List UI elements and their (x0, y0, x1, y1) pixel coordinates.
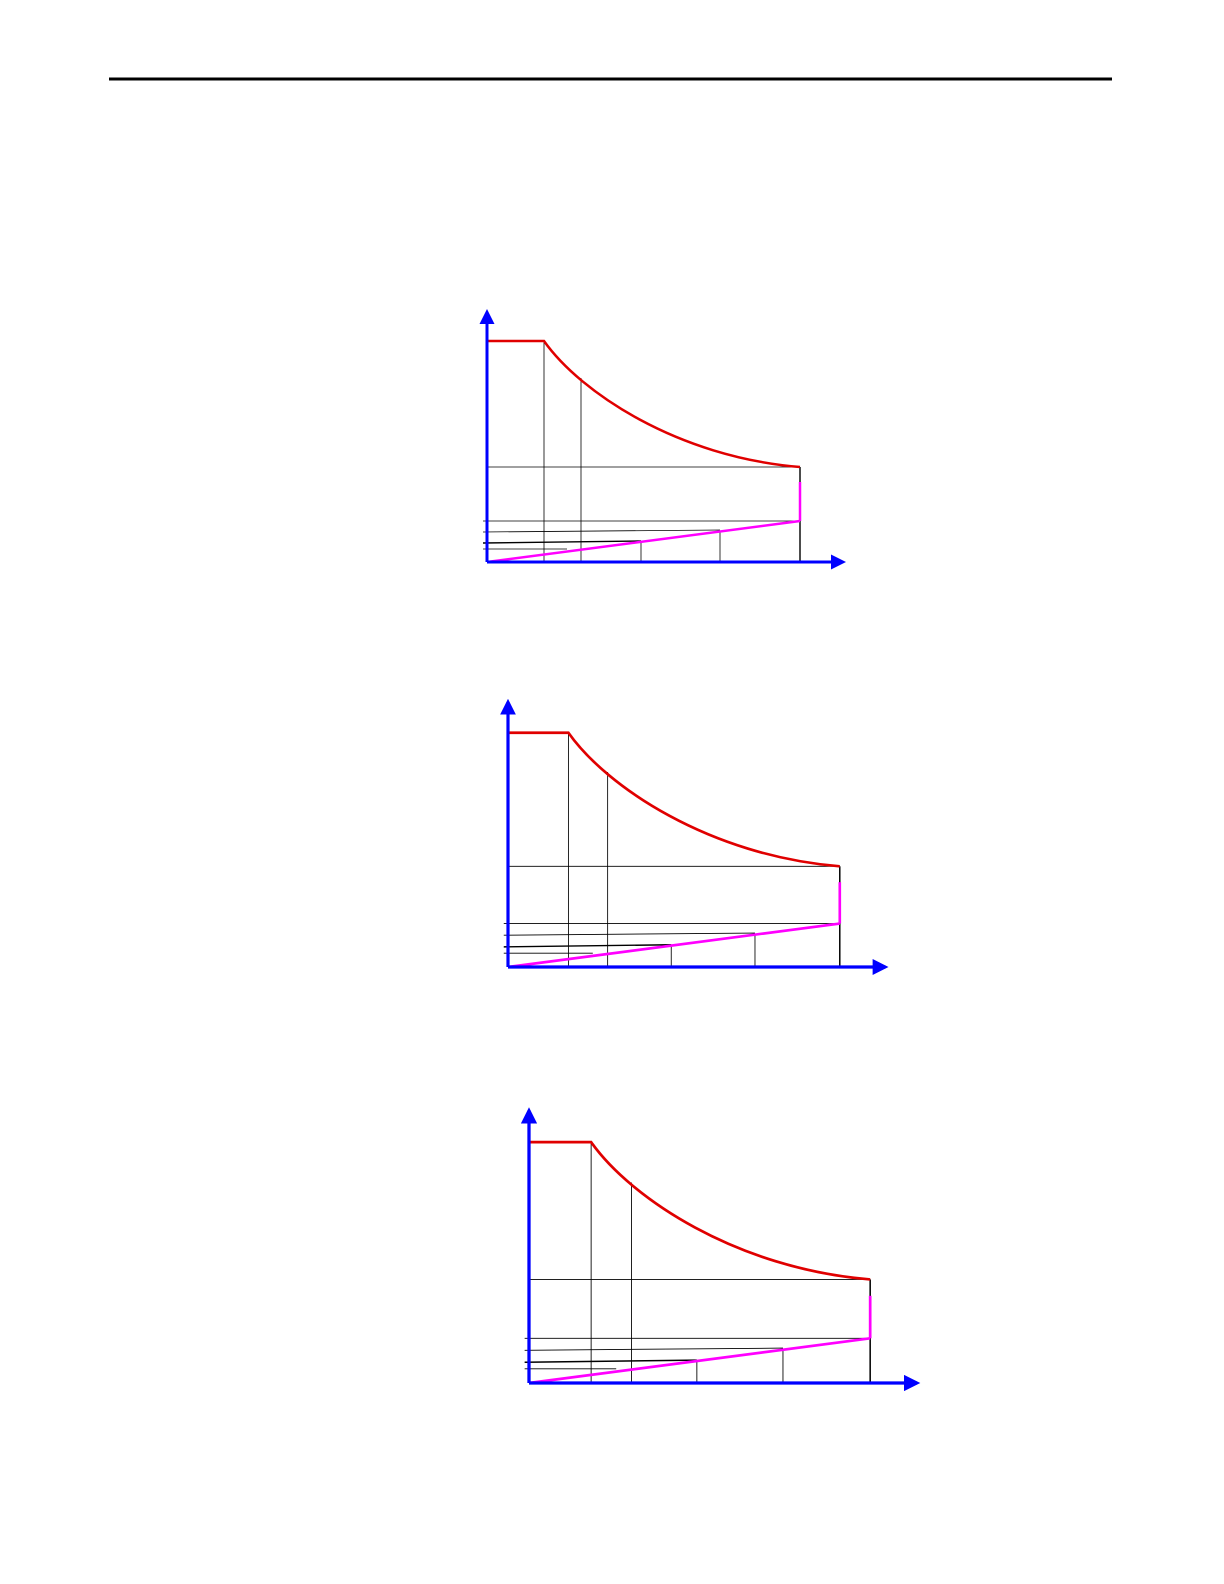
diagram (483, 312, 843, 562)
diagram (525, 1111, 917, 1384)
diagram (504, 702, 886, 967)
